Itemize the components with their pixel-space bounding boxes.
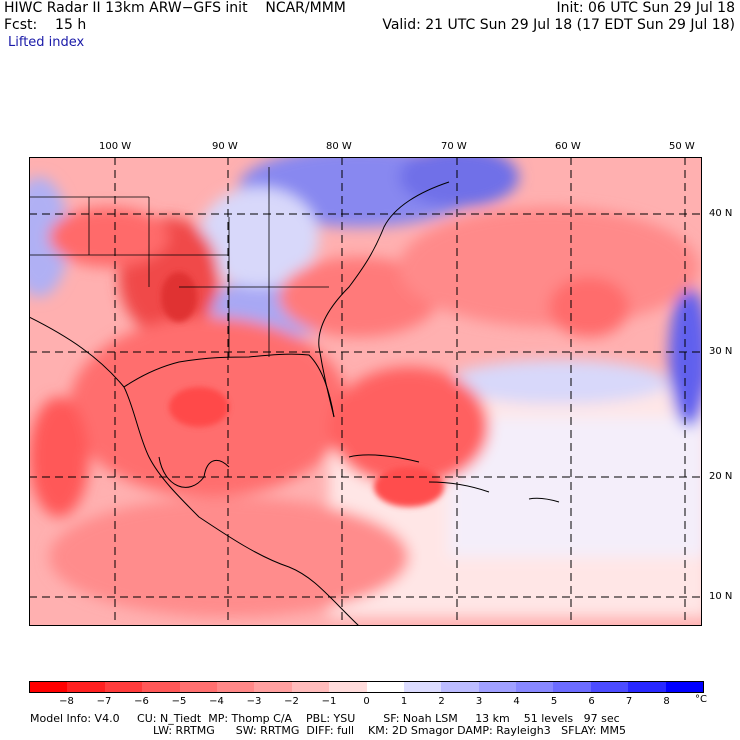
field-name: Lifted index <box>8 35 85 50</box>
colorbar-swatch <box>441 682 479 692</box>
graticule <box>29 157 702 626</box>
latitude-label: 20 N <box>709 471 733 482</box>
longitude-label: 50 W <box>669 141 695 152</box>
init-time: Init: 06 UTC Sun 29 Jul 18 <box>556 0 735 16</box>
colorbar-swatch <box>104 682 143 692</box>
colorbar-swatch <box>329 682 367 692</box>
valid-time: Valid: 21 UTC Sun 29 Jul 18 (17 EDT Sun … <box>382 17 735 33</box>
longitude-label: 90 W <box>212 141 238 152</box>
colorbar-swatch <box>553 682 591 692</box>
colorbar-tick-label: −1 <box>321 696 337 707</box>
colorbar-tick-label: −6 <box>134 696 149 707</box>
latitude-label: 40 N <box>709 208 733 219</box>
latitude-label: 30 N <box>709 346 733 357</box>
lifted-index-map <box>29 157 702 626</box>
colorbar-tick-label: 4 <box>513 696 520 707</box>
longitude-label: 100 W <box>99 141 132 152</box>
forecast-hour: Fcst: 15 h <box>4 17 87 33</box>
colorbar-swatch <box>478 682 517 692</box>
colorbar <box>29 681 704 693</box>
colorbar-tick-label: −5 <box>171 696 187 707</box>
colorbar-tick-label: 7 <box>625 696 633 707</box>
colorbar-swatch <box>665 682 704 692</box>
coastlines <box>29 181 560 626</box>
colorbar-swatch <box>30 682 68 692</box>
colorbar-swatch <box>403 682 442 692</box>
colorbar-swatch <box>590 682 629 692</box>
colorbar-tick-label: −4 <box>209 696 224 707</box>
colorbar-tick-label: 5 <box>550 696 558 707</box>
colorbar-tick-label: 3 <box>475 696 483 707</box>
colorbar-swatch <box>67 682 105 692</box>
colorbar-tick-label: 6 <box>588 696 595 707</box>
colorbar-tick-label: −3 <box>246 696 262 707</box>
east-atlantic-stable-region <box>669 287 702 427</box>
longitude-label: 70 W <box>441 141 467 152</box>
colorbar-swatch <box>628 682 666 692</box>
colorbar-tick-label: 8 <box>663 696 670 707</box>
colorbar-tick-label: −8 <box>59 696 74 707</box>
colorbar-tick-label: 1 <box>400 696 408 707</box>
colorbar-swatch <box>179 682 217 692</box>
colorbar-unit: °C <box>695 694 707 705</box>
longitude-label: 80 W <box>326 141 352 152</box>
latitude-label: 10 N <box>709 591 733 602</box>
colorbar-tick-label: 0 <box>363 696 370 707</box>
map-title: HIWC Radar II 13km ARW−GFS init NCAR/MMM <box>4 0 346 16</box>
model-info-line2: LW: RRTMG SW: RRTMG DIFF: full KM: 2D Sm… <box>153 724 626 737</box>
colorbar-tick-label: −7 <box>96 696 112 707</box>
colorbar-swatch <box>142 682 180 692</box>
longitude-label: 60 W <box>555 141 581 152</box>
caribbean-unstable-region <box>329 367 489 487</box>
model-info-line1: Model Info: V4.0 CU: N_Tiedt MP: Thomp C… <box>30 712 620 725</box>
colorbar-tick-label: −2 <box>284 696 299 707</box>
colorbar-swatch <box>254 682 292 692</box>
colorbar-tick-label: 2 <box>438 696 445 707</box>
state-borders <box>29 167 329 357</box>
colorbar-swatch <box>216 682 255 692</box>
colorbar-swatch <box>516 682 554 692</box>
colorbar-swatch <box>366 682 404 692</box>
colorbar-swatch <box>291 682 330 692</box>
